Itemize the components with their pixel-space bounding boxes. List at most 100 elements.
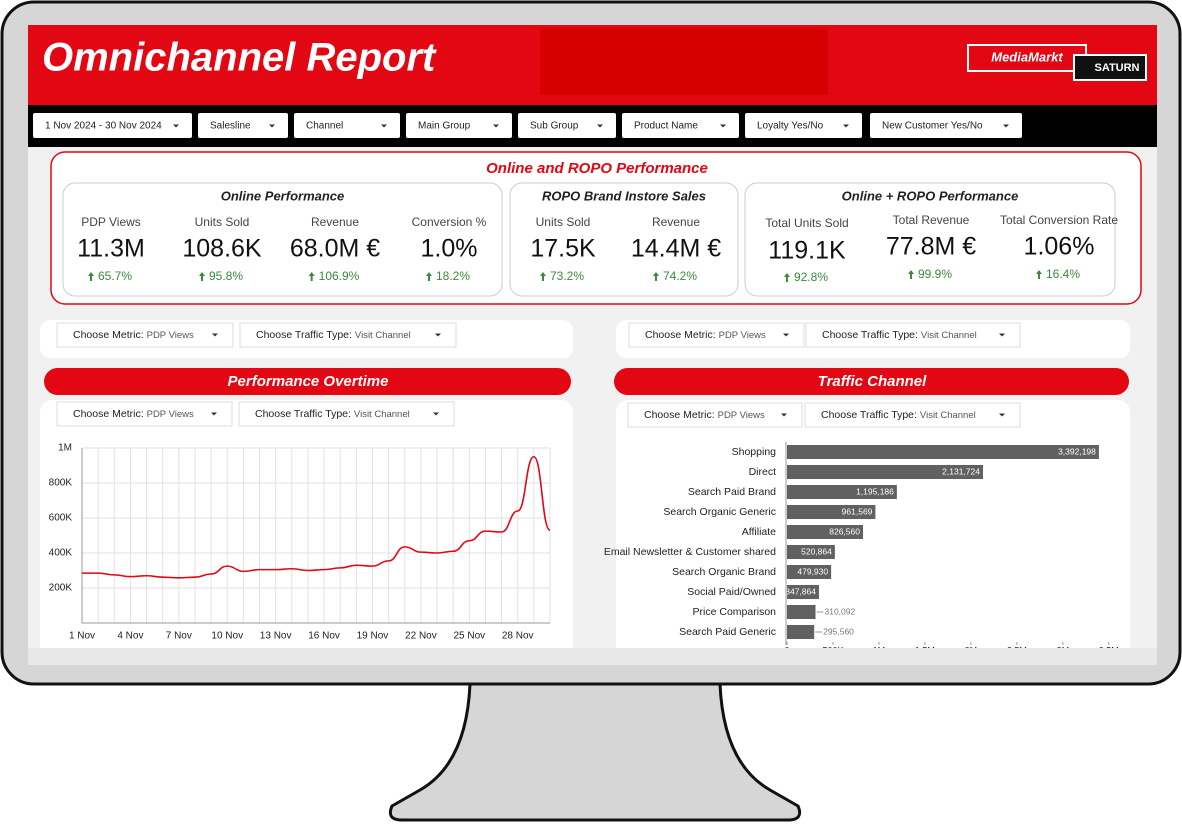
bar — [787, 545, 835, 559]
bar-category: Search Organic Generic — [663, 506, 776, 518]
control-value: PDP Views — [719, 330, 766, 341]
filter-dropdown[interactable] — [33, 113, 192, 138]
x-tick-label: 2.5M — [1007, 645, 1027, 655]
bar — [787, 485, 897, 499]
kpi-value: 108.6K — [182, 235, 262, 263]
filter-dropdown[interactable] — [622, 113, 739, 138]
control-dropdown[interactable] — [627, 402, 803, 428]
section-bar — [614, 368, 1129, 395]
up-arrow — [783, 273, 790, 282]
bar-value-label: 2,131,724 — [942, 466, 980, 476]
x-tick-label: 0 — [784, 645, 789, 655]
filter-label: 1 Nov 2024 - 30 Nov 2024 — [45, 121, 162, 132]
control-text: Choose Traffic Type: Visit Channel — [821, 409, 976, 421]
bar-category: Email Newsletter & Customer shared — [604, 546, 776, 558]
dropdown-caret — [597, 124, 603, 128]
kpi-label: Units Sold — [536, 215, 591, 229]
dropdown-caret — [781, 413, 787, 417]
line-series — [82, 455, 551, 579]
filter-label: Main Group — [418, 121, 471, 132]
kpi-title: Online and ROPO Performance — [486, 160, 708, 177]
kpi-value: 17.5K — [530, 235, 596, 263]
bar-category: Search Paid Generic — [679, 626, 776, 638]
bar — [787, 445, 1099, 459]
bar-value-label: 1,195,186 — [856, 486, 894, 496]
bar-value-label: 826,560 — [829, 526, 860, 536]
x-tick-label: 22 Nov — [405, 631, 437, 642]
dropdown-caret — [999, 413, 1005, 417]
filter-dropdown[interactable] — [745, 113, 862, 138]
kpi-card — [62, 182, 503, 297]
control-dropdown[interactable] — [804, 402, 1021, 428]
filter-dropdown[interactable] — [870, 113, 1022, 138]
dropdown-caret — [212, 333, 218, 337]
kpi-value: 68.0M € — [290, 235, 380, 263]
control-text: Choose Metric: PDP Views — [645, 329, 766, 341]
control-label: Choose Traffic Type: — [821, 409, 917, 421]
kpi-card-title: ROPO Brand Instore Sales — [542, 188, 706, 203]
y-tick-label: 600K — [49, 513, 73, 524]
bar — [787, 565, 832, 579]
control-text: Choose Traffic Type: Visit Channel — [822, 329, 977, 341]
x-tick-label: 1.5M — [915, 645, 935, 655]
logo-text: MediaMarkt — [991, 49, 1063, 64]
dropdown-caret — [269, 124, 275, 128]
control-dropdown[interactable] — [239, 322, 457, 348]
filter-dropdown[interactable] — [294, 113, 400, 138]
x-tick-label: 10 Nov — [211, 631, 243, 642]
control-value: Visit Channel — [921, 330, 977, 341]
bar-category: Social Paid/Owned — [687, 586, 776, 598]
kpi-change: 74.2% — [663, 269, 697, 283]
x-tick-label: 28 Nov — [502, 631, 534, 642]
x-tick-label: 3M — [1057, 645, 1070, 655]
kpi-label: Revenue — [311, 215, 359, 229]
x-tick-label: 4 Nov — [117, 631, 143, 642]
control-dropdown[interactable] — [56, 322, 234, 348]
up-arrow — [652, 272, 659, 281]
control-dropdown[interactable] — [238, 401, 455, 427]
kpi-card — [509, 182, 739, 297]
kpi-value: 1.0% — [421, 235, 478, 263]
filter-label: Salesline — [210, 121, 251, 132]
kpi-label: PDP Views — [81, 215, 141, 229]
kpi-label: Total Units Sold — [765, 216, 848, 230]
x-tick-label: 2M — [965, 645, 978, 655]
filter-label: Loyalty Yes/No — [757, 121, 824, 132]
kpi-card-title: Online Performance — [221, 188, 345, 203]
kpi-label: Revenue — [652, 215, 700, 229]
control-value: PDP Views — [147, 409, 194, 420]
up-arrow — [198, 272, 205, 281]
section-title: Performance Overtime — [228, 373, 389, 390]
control-dropdown[interactable] — [628, 322, 805, 348]
bar — [787, 585, 819, 599]
up-arrow — [907, 270, 914, 279]
kpi-change: 73.2% — [550, 269, 584, 283]
y-tick-label: 200K — [49, 583, 73, 594]
control-label: Choose Metric: — [645, 329, 716, 341]
kpi-value: 77.8M € — [886, 233, 976, 261]
filter-dropdown[interactable] — [198, 113, 288, 138]
bar — [787, 465, 984, 479]
control-label: Choose Metric: — [644, 409, 715, 421]
dropdown-caret — [493, 124, 499, 128]
bar-value-label: 295,560 — [823, 626, 854, 636]
x-tick-label: 16 Nov — [308, 631, 340, 642]
control-dropdown[interactable] — [56, 401, 233, 427]
control-dropdown[interactable] — [805, 322, 1021, 348]
bar — [787, 625, 815, 639]
bar-category: Price Comparison — [693, 606, 777, 618]
filter-dropdown[interactable] — [518, 113, 616, 138]
filter-dropdown[interactable] — [406, 113, 512, 138]
control-label: Choose Traffic Type: — [255, 408, 351, 420]
x-tick-label: 13 Nov — [260, 631, 292, 642]
kpi-change: 16.4% — [1046, 267, 1080, 281]
y-tick-label: 800K — [49, 478, 73, 489]
filter-label: Channel — [306, 121, 343, 132]
section-bar — [44, 368, 571, 395]
dropdown-caret — [843, 124, 849, 128]
dropdown-caret — [720, 124, 726, 128]
kpi-card-title: Online + ROPO Performance — [842, 188, 1019, 203]
kpi-change: 92.8% — [794, 270, 828, 284]
